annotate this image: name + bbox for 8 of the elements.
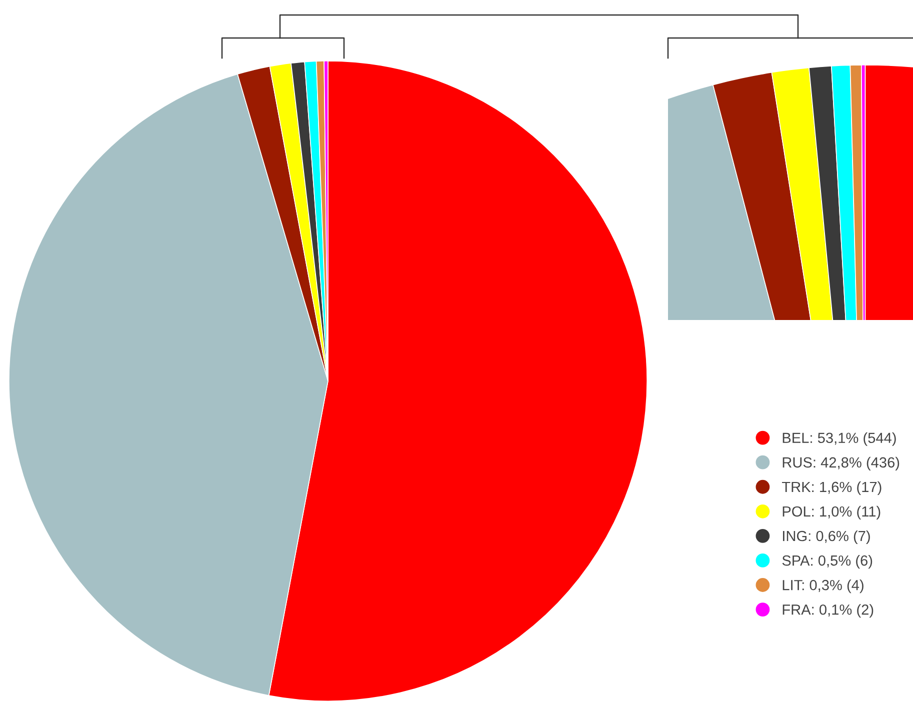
legend-label: LIT: 0,3% (4) — [782, 580, 864, 594]
legend-label: ING: 0,6% (7) — [783, 530, 870, 544]
legend-label: POL: 1,0% (11) — [782, 506, 880, 520]
legend-label: SPA: 0,5% (6) — [782, 555, 872, 569]
legend-label: BEL: 53,1% (544) — [782, 432, 896, 446]
legend-label: FRA: 0,1% (2) — [782, 604, 874, 618]
legend-label: TRK: 1,6% (17) — [782, 481, 882, 495]
legend-label: RUS: 42,8% (436) — [782, 456, 900, 470]
